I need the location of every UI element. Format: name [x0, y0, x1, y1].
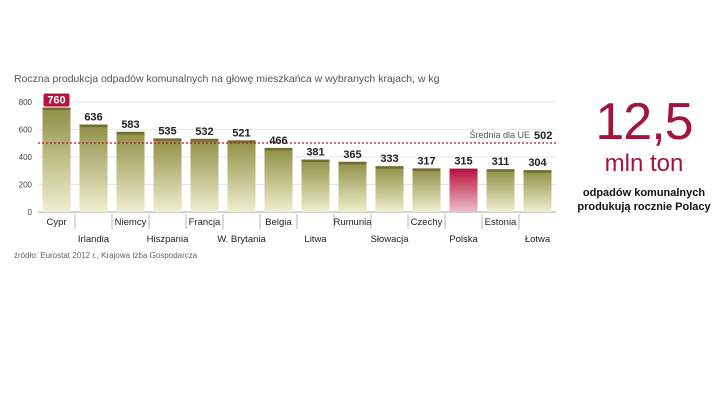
bar-w-brytania: [227, 140, 256, 212]
bar-top-edge: [42, 107, 71, 110]
value-label: 315: [454, 156, 472, 168]
category-label: Hiszpania: [147, 234, 189, 245]
bar-estonia: [486, 169, 515, 212]
bar-litwa: [301, 159, 330, 212]
bar-s-owacja: [375, 166, 404, 212]
chart-title: Roczna produkcja odpadów komunalnych na …: [14, 73, 440, 85]
bar-top-edge: [338, 161, 367, 165]
y-tick-label: 400: [19, 153, 33, 162]
y-tick-label: 0: [28, 208, 33, 217]
value-label: 760: [47, 95, 65, 107]
bar-top-edge: [79, 124, 108, 128]
bar-irlandia: [79, 124, 108, 212]
category-label: Litwa: [304, 234, 327, 245]
bar-top-edge: [264, 147, 293, 151]
bar-top-edge: [486, 169, 515, 172]
category-label: Rumunia: [333, 217, 372, 228]
side-panel: 12,5 mln ton odpadów komunalnych produku…: [568, 96, 720, 214]
bar-czechy: [412, 168, 441, 212]
value-label: 521: [232, 127, 250, 139]
value-label: 317: [417, 155, 435, 167]
value-label-badge: [43, 93, 70, 107]
bar-top-edge: [449, 168, 478, 172]
bar-belgia: [264, 147, 293, 212]
bar-otwa: [523, 170, 552, 212]
bar-top-edge: [412, 168, 441, 171]
eu-average-label: Średnia dla UE: [469, 129, 530, 140]
big-number-unit: mln ton: [604, 150, 684, 177]
value-label: 535: [158, 125, 176, 137]
bar-top-edge: [153, 138, 182, 141]
value-label: 365: [343, 149, 361, 161]
reference-line-group: Średnia dla UE 502: [38, 129, 556, 144]
y-tick-label: 200: [19, 181, 33, 190]
bar-top-edge: [301, 159, 330, 163]
bar-top-edge: [375, 166, 404, 169]
value-label: 333: [380, 153, 398, 165]
category-label: Niemcy: [115, 217, 147, 228]
category-label: Polska: [449, 234, 478, 245]
bar-cypr: [42, 107, 71, 212]
category-label: Czechy: [411, 217, 443, 228]
value-label: 583: [121, 119, 139, 131]
value-label: 532: [195, 126, 213, 138]
bar-polska: [449, 168, 478, 212]
category-label: Cypr: [46, 217, 66, 228]
value-label: 304: [528, 157, 547, 169]
category-label: Francja: [189, 217, 221, 228]
bar-francja: [190, 138, 219, 212]
value-label: 636: [84, 112, 102, 124]
bar-top-edge: [190, 138, 219, 142]
y-tick-label: 600: [19, 126, 33, 135]
bar-top-edge: [523, 170, 552, 173]
bar-niemcy: [116, 131, 145, 212]
bar-rumunia: [338, 161, 367, 212]
bar-top-edge: [227, 140, 256, 143]
category-label: Irlandia: [78, 234, 110, 245]
category-label: Belgia: [265, 217, 292, 228]
value-label: 466: [269, 135, 287, 147]
eu-average-value: 502: [534, 130, 552, 142]
category-label: W. Brytania: [217, 234, 266, 245]
bars: [42, 107, 552, 212]
category-label: Estonia: [485, 217, 517, 228]
source-note: źródło: Eurostat 2012 r., Krajowa Izba G…: [14, 251, 198, 260]
bar-hiszpania: [153, 138, 182, 212]
y-tick-label: 800: [19, 98, 33, 107]
category-label: Łotwa: [525, 234, 551, 245]
value-labels: 760 636 583 535 532 521 466 381 365 333 317 315 311 3…: [43, 93, 548, 169]
value-label: 381: [306, 147, 324, 159]
value-label: 311: [492, 156, 510, 168]
bar-top-edge: [116, 131, 145, 135]
category-label: Słowacja: [370, 234, 409, 245]
big-number: 12,5: [595, 93, 693, 151]
side-caption: odpadów komunalnych produkują rocznie Po…: [577, 187, 711, 213]
